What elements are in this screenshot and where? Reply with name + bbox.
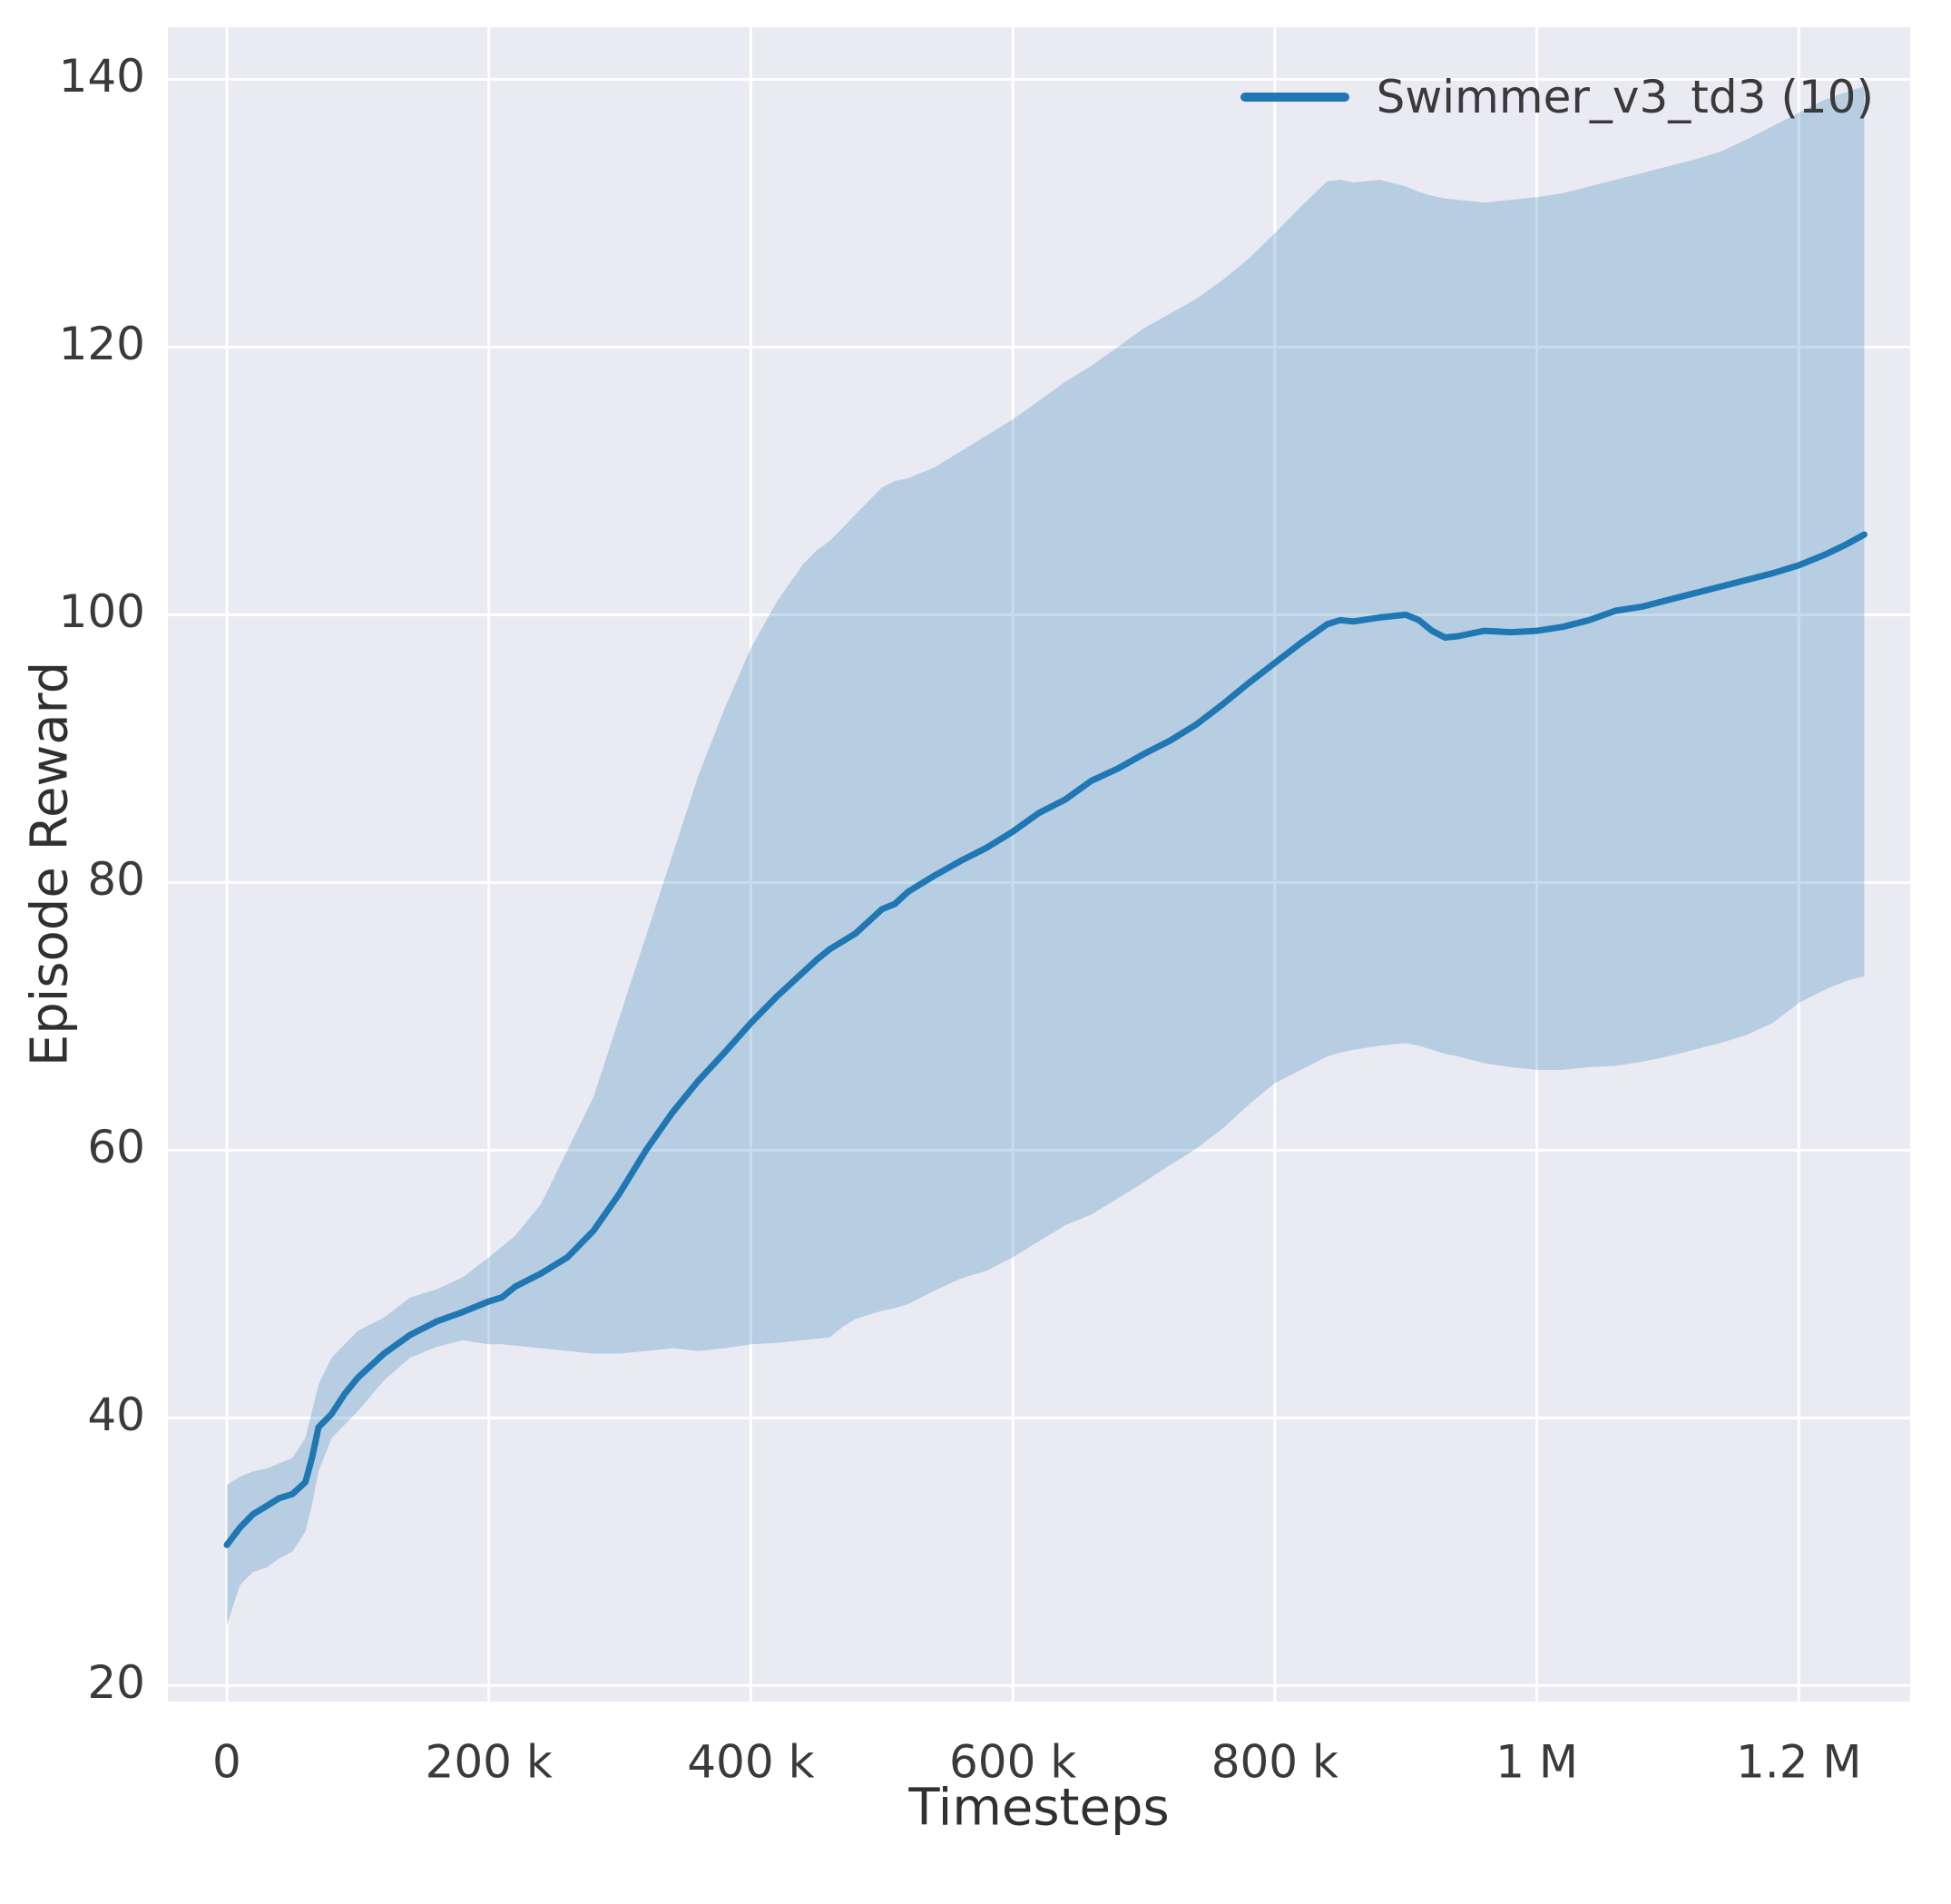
x-tick-label: 600 k [949,1736,1076,1789]
x-tick-label: 200 k [426,1736,553,1789]
mean-line [223,531,1868,1548]
legend-label: Swimmer_v3_td3 (10) [1376,71,1874,123]
x-tick-label: 1 M [1495,1736,1578,1789]
y-tick-label: 80 [87,853,145,906]
x-axis-label: Timesteps [908,1778,1170,1838]
y-tick-label: 120 [59,318,145,370]
plot-area [168,27,1910,1702]
y-tick-label: 140 [59,50,145,103]
legend: Swimmer_v3_td3 (10) [1240,71,1874,123]
legend-line-swatch [1240,93,1349,102]
confidence-band [227,85,1865,1625]
x-tick-label: 400 k [687,1736,814,1789]
y-tick-label: 100 [59,585,145,638]
y-axis-label: Episode Reward [20,661,80,1067]
x-tick-label: 0 [212,1736,241,1789]
y-tick-label: 40 [87,1389,145,1441]
x-tick-label: 1.2 M [1736,1736,1862,1789]
x-tick-label: 800 k [1211,1736,1338,1789]
y-tick-label: 20 [87,1656,145,1709]
y-tick-label: 60 [87,1121,145,1173]
